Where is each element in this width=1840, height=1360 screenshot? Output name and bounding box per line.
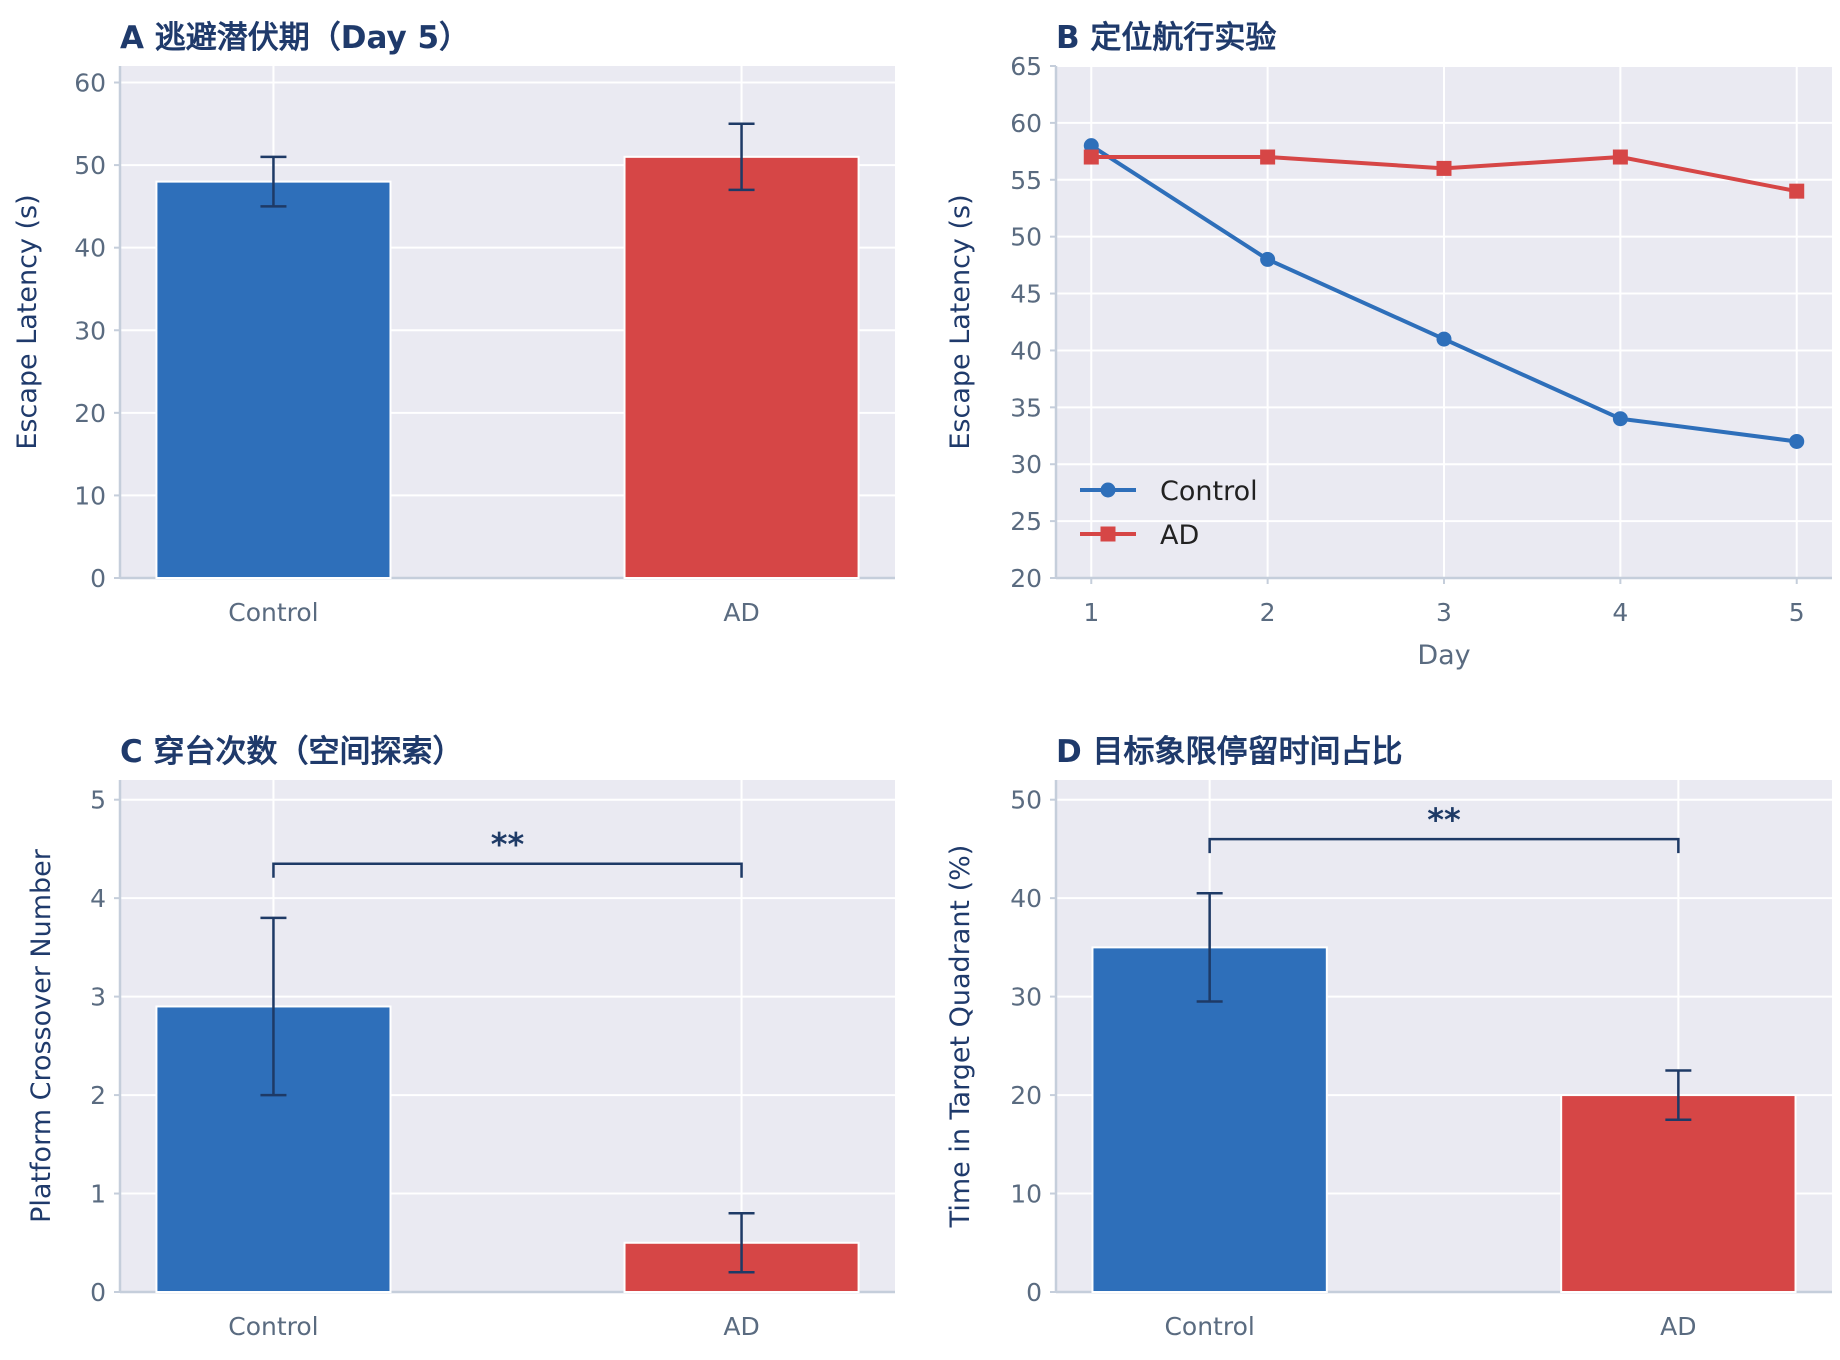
x-tick-label: AD — [1660, 1312, 1696, 1341]
significance-label: ** — [1427, 801, 1461, 839]
significance-bracket — [1208, 837, 1680, 854]
x-tick-label: 5 — [1789, 598, 1805, 627]
y-tick-label: 4 — [90, 884, 106, 913]
y-tick-label: 10 — [1010, 1180, 1042, 1209]
y-tick-label: 40 — [1010, 336, 1042, 365]
x-tick-label: Control — [1164, 1312, 1254, 1341]
panel-title: D 目标象限停留时间占比 — [1056, 734, 1403, 770]
y-axis-label: Escape Latency (s) — [12, 194, 43, 449]
legend-marker — [1100, 526, 1116, 542]
y-tick-label: 20 — [74, 399, 106, 428]
y-tick-label: 0 — [90, 1278, 106, 1307]
y-axis-label: Escape Latency (s) — [945, 194, 976, 449]
y-tick-label: 40 — [74, 234, 106, 263]
y-tick-label: 40 — [1010, 884, 1042, 913]
legend-label: AD — [1160, 520, 1199, 551]
y-tick-label: 30 — [1010, 450, 1042, 479]
y-tick-label: 30 — [74, 316, 106, 345]
x-axis-label: Day — [1417, 640, 1470, 671]
x-tick-label: AD — [723, 1312, 759, 1341]
y-tick-label: 5 — [90, 786, 106, 815]
y-tick-label: 0 — [90, 564, 106, 593]
y-tick-label: 60 — [74, 69, 106, 98]
y-tick-label: 50 — [74, 151, 106, 180]
data-point-ad — [1612, 149, 1628, 165]
y-tick-label: 65 — [1010, 52, 1042, 81]
y-tick-label: 20 — [1010, 564, 1042, 593]
y-tick-label: 30 — [1010, 983, 1042, 1012]
data-point-control — [1083, 138, 1099, 154]
x-tick-label: 2 — [1260, 598, 1276, 627]
y-tick-label: 50 — [1010, 223, 1042, 252]
panel-a: 0 10 20 30 40 50 60 A 逃避潜伏期（Day 5） Escape Latenc… — [12, 20, 895, 627]
legend-marker — [1100, 482, 1116, 498]
y-tick-label: 3 — [90, 983, 106, 1012]
y-axis-label: Platform Crossover Number — [26, 848, 57, 1223]
x-tick-label: 4 — [1612, 598, 1628, 627]
panel-title: B 定位航行实验 — [1056, 20, 1276, 56]
panel-d: 0 10 20 30 40 50 D 目标象限停留时间占比 Time in Target Qu… — [945, 734, 1832, 1341]
y-tick-label: 1 — [90, 1180, 106, 1209]
y-tick-label: 20 — [1010, 1081, 1042, 1110]
y-tick-label: 60 — [1010, 109, 1042, 138]
x-tick-label: 3 — [1436, 598, 1452, 627]
data-point-control — [1436, 331, 1452, 347]
y-tick-label: 45 — [1010, 280, 1042, 309]
bar-control — [1091, 946, 1328, 1294]
y-tick-label: 35 — [1010, 393, 1042, 422]
panel-title: C 穿台次数（空间探索） — [120, 734, 464, 770]
y-tick-label: 55 — [1010, 166, 1042, 195]
x-tick-label: 1 — [1083, 598, 1099, 627]
data-point-ad — [1260, 149, 1276, 165]
data-point-control — [1789, 433, 1805, 449]
data-point-ad — [1083, 149, 1099, 165]
x-tick-label: Control — [228, 598, 318, 627]
y-tick-label: 50 — [1010, 786, 1042, 815]
data-point-control — [1260, 251, 1276, 267]
significance-label: ** — [491, 826, 525, 864]
data-point-control — [1612, 411, 1628, 427]
legend: Control AD — [1080, 476, 1258, 551]
bar-control — [155, 180, 392, 579]
y-tick-label: 25 — [1010, 507, 1042, 536]
data-point-ad — [1436, 160, 1452, 176]
y-axis-label: Time in Target Quadrant (%) — [945, 845, 976, 1229]
legend-label: Control — [1160, 476, 1258, 507]
x-tick-label: Control — [228, 1312, 318, 1341]
bar-ad — [623, 155, 860, 579]
y-tick-label: 0 — [1026, 1278, 1042, 1307]
data-point-ad — [1789, 183, 1805, 199]
x-tick-label: AD — [723, 598, 759, 627]
y-tick-label: 10 — [74, 481, 106, 510]
panel-title: A 逃避潜伏期（Day 5） — [120, 20, 470, 56]
panel-c: 0 1 2 3 4 5 C 穿台次数（空间探索） Platform Crossover Num… — [26, 734, 895, 1341]
y-tick-label: 2 — [90, 1081, 106, 1110]
significance-bracket — [272, 862, 743, 878]
bar-ad — [1560, 1094, 1797, 1293]
